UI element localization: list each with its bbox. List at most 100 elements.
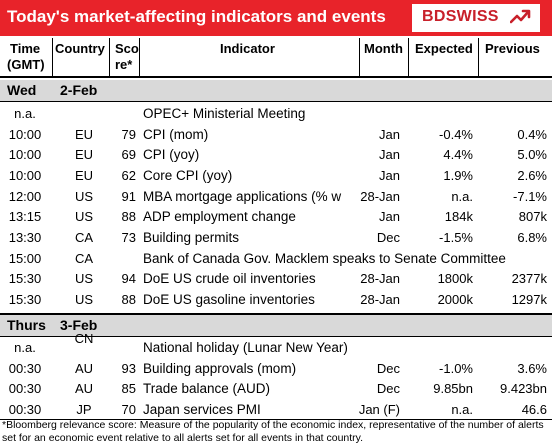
- time-cell: 10:00: [8, 147, 42, 162]
- previous-cell: 0.4%: [517, 127, 547, 142]
- time-cell: 15:30: [8, 271, 42, 286]
- month-cell: Jan: [379, 168, 400, 183]
- time-cell: 00:30: [8, 381, 42, 396]
- title-bar: Today's market-affecting indicators and …: [0, 0, 552, 36]
- time-cell: n.a.: [14, 340, 36, 355]
- expected-cell: -1.0%: [439, 361, 473, 376]
- country-cell: CA: [74, 230, 94, 245]
- previous-cell: 3.6%: [517, 361, 547, 376]
- header-divider: [0, 76, 552, 78]
- indicator-cell: Building approvals (mom): [143, 361, 297, 376]
- indicator-cell: DoE US crude oil inventories: [143, 271, 316, 286]
- expected-cell: 2000k: [437, 292, 473, 307]
- country-cell: US: [74, 189, 94, 204]
- expected-cell: 4.4%: [443, 147, 473, 162]
- month-cell: Dec: [376, 381, 400, 396]
- country-cell: EU: [74, 147, 94, 162]
- col-score-subheader: re*: [115, 57, 133, 72]
- month-cell: Dec: [376, 230, 400, 245]
- section-divider: [0, 313, 552, 315]
- day-band-wed: Wed 2-Feb: [0, 80, 552, 101]
- score-cell: 91: [121, 189, 136, 204]
- time-cell: 15:00: [8, 251, 42, 266]
- col-country-header: Country: [55, 41, 105, 56]
- col-time-header: Time: [10, 41, 41, 56]
- section-divider: [0, 336, 552, 337]
- indicator-cell: DoE US gasoline inventories: [143, 292, 315, 307]
- score-cell: 70: [121, 402, 136, 417]
- day-band-thurs: Thurs 3-Feb: [0, 315, 552, 336]
- expected-cell: -1.5%: [439, 230, 473, 245]
- time-cell: 10:00: [8, 127, 42, 142]
- time-cell: 12:00: [8, 189, 42, 204]
- expected-cell: 1800k: [437, 271, 473, 286]
- previous-cell: 9.423bn: [500, 381, 547, 396]
- time-cell: 10:00: [8, 168, 42, 183]
- brand-logo-text: BDSWISS: [422, 8, 499, 25]
- col-indicator-header: Indicator: [220, 41, 275, 56]
- country-cell: EU: [74, 127, 94, 142]
- score-cell: 88: [121, 209, 136, 224]
- indicator-cell: Trade balance (AUD): [143, 381, 271, 396]
- previous-cell: 1297k: [511, 292, 547, 307]
- time-cell: 00:30: [8, 402, 42, 417]
- score-cell: 73: [121, 230, 136, 245]
- month-cell: Jan: [379, 147, 400, 162]
- month-cell: Jan: [379, 209, 400, 224]
- time-cell: n.a.: [14, 106, 36, 121]
- col-previous-header: Previous: [485, 41, 540, 56]
- indicator-cell: CPI (mom): [143, 127, 209, 142]
- day-name: Wed: [7, 82, 37, 98]
- col-expected-header: Expected: [415, 41, 473, 56]
- country-cell: US: [74, 271, 94, 286]
- col-divider: [52, 38, 53, 76]
- time-cell: 15:30: [8, 292, 42, 307]
- logo-arrow-icon: [510, 9, 531, 24]
- indicator-cell: OPEC+ Ministerial Meeting: [143, 106, 306, 121]
- month-cell: 28-Jan: [360, 271, 400, 286]
- indicator-cell: Japan services PMI: [143, 402, 261, 417]
- indicator-cell: MBA mortgage applications (% w: [143, 189, 342, 204]
- score-cell: 69: [121, 147, 136, 162]
- footer-divider: [0, 419, 552, 420]
- time-cell: 00:30: [8, 361, 42, 376]
- indicator-cell: Bank of Canada Gov. Macklem speaks to Se…: [143, 251, 506, 266]
- indicator-cell: National holiday (Lunar New Year): [143, 340, 348, 355]
- month-cell: Jan: [379, 127, 400, 142]
- col-divider: [139, 38, 140, 76]
- col-divider: [359, 38, 360, 76]
- expected-cell: 184k: [444, 209, 473, 224]
- country-cell: US: [74, 209, 94, 224]
- day-date: 2-Feb: [60, 82, 98, 98]
- footnote: *Bloomberg relevance score: Measure of t…: [2, 419, 544, 444]
- time-cell: 13:30: [8, 230, 42, 245]
- month-cell: Jan (F): [358, 402, 400, 417]
- month-cell: 28-Jan: [360, 292, 400, 307]
- country-cell: AU: [74, 361, 94, 376]
- expected-cell: 9.85bn: [433, 381, 473, 396]
- expected-cell: n.a.: [451, 189, 473, 204]
- col-time-subheader: (GMT): [7, 57, 45, 72]
- page-title: Today's market-affecting indicators and …: [7, 7, 386, 26]
- time-cell: 13:15: [8, 209, 42, 224]
- indicator-cell: Core CPI (yoy): [143, 168, 233, 183]
- previous-cell: 46.6: [521, 402, 547, 417]
- col-divider: [408, 38, 409, 76]
- previous-cell: -7.1%: [513, 189, 547, 204]
- month-cell: Dec: [376, 361, 400, 376]
- previous-cell: 5.0%: [517, 147, 547, 162]
- brand-logo: BDSWISS: [412, 4, 540, 32]
- score-cell: 93: [121, 361, 136, 376]
- day-date: 3-Feb: [60, 317, 98, 333]
- indicator-cell: ADP employment change: [143, 209, 296, 224]
- country-cell: CN: [74, 331, 94, 346]
- previous-cell: 807k: [518, 209, 547, 224]
- previous-cell: 6.8%: [517, 230, 547, 245]
- indicator-cell: CPI (yoy): [143, 147, 200, 162]
- expected-cell: n.a.: [451, 402, 473, 417]
- previous-cell: 2377k: [511, 271, 547, 286]
- col-divider: [478, 38, 479, 76]
- score-cell: 85: [121, 381, 136, 396]
- country-cell: JP: [76, 402, 92, 417]
- month-cell: 28-Jan: [360, 189, 400, 204]
